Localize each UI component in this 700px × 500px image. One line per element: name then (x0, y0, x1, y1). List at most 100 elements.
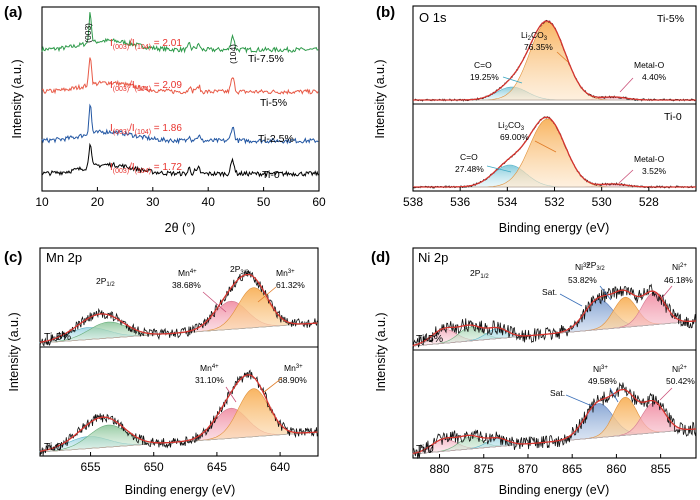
d-bot-raw-trace (412, 381, 697, 459)
c-xtick-label: 645 (207, 460, 227, 474)
panel-c-title: Mn 2p (46, 250, 82, 265)
panel-a-xlabel: 2θ (°) (165, 221, 196, 235)
c-top-raw-trace (39, 270, 318, 347)
b-xtick-label: 536 (450, 195, 470, 209)
d-top-ni3-percent: 53.82% (568, 275, 597, 285)
d-bot-sat: Sat. (550, 388, 565, 398)
a-xtick-label: 50 (257, 195, 271, 209)
c-top-mn3-label: Mn3+ (276, 268, 295, 278)
panel-b-sample-bottom: Ti-0 (664, 111, 682, 123)
c-bot-mn4-percent: 31.10% (195, 375, 224, 385)
c-bot-mn3-percent: 68.90% (278, 375, 307, 385)
d-bot-ni2-leader (659, 387, 673, 401)
ratio-label-0: I(003)/I(104) = 2.01 (110, 38, 182, 51)
series-label-ti-7-5: Ti-7.5% (248, 53, 284, 65)
b-top-fit-envelope (413, 20, 696, 101)
d-top-raw-trace (412, 283, 697, 353)
b-xtick-label: 534 (497, 195, 517, 209)
d-top-sat: Sat. (542, 287, 557, 297)
panel-c: (c) Mn 2p 655 650 645 640 Ti-5% Ti-0 2P1/2 … (4, 247, 319, 497)
d-top-ni3-leader (599, 285, 612, 301)
b-bot-mo-leader (618, 169, 634, 184)
d-bot-fit-envelope (412, 388, 696, 455)
panel-b-xlabel: Binding energy (eV) (499, 221, 609, 235)
b-top-co-percent: 19.25% (470, 72, 499, 82)
peak-label-003: (003) (83, 23, 93, 43)
panel-c-frame (39, 247, 319, 457)
b-top-mo-percent: 4.40% (642, 72, 667, 82)
series-trace-1 (41, 57, 319, 95)
ratio-label-3: I(003)/I(104) = 1.72 (110, 162, 182, 175)
c-top-mn3-percent: 61.32% (276, 280, 305, 290)
a-xtick-label: 20 (91, 195, 105, 209)
b-xtick-label: 528 (639, 195, 659, 209)
series-trace-2 (41, 103, 319, 145)
d-xtick-label: 865 (562, 462, 582, 476)
d-top-2p32: 2P3/2 (586, 260, 605, 272)
c-bot-mn3-leader (263, 377, 283, 393)
series-label-ti-2-5: Ti-2.5% (258, 133, 294, 145)
c-bot-fit-envelope (39, 374, 318, 452)
d-bot-ni2-label: Ni2+ (672, 364, 687, 374)
d-bot-ni3-label: Ni3+ (593, 364, 608, 374)
panel-d-sample-bottom: Ti-0 (416, 443, 434, 455)
c-bot-mn4-label: Mn4+ (200, 363, 219, 373)
d-top-sat-leader (559, 293, 583, 307)
c-top-mn4-label: Mn4+ (178, 268, 197, 278)
panel-d-title: Ni 2p (418, 250, 448, 265)
b-bot-co-leader (486, 165, 512, 173)
series-label-ti-0: Ti-0 (262, 169, 280, 181)
panel-a: (a) 10 20 30 40 50 60 (003) (104) I(003)/I(10… (4, 4, 326, 235)
peak-label-104: (104) (228, 44, 238, 64)
panel-a-ylabel: Intensity (a.u.) (10, 59, 24, 138)
b-top-li2co3-percent: 76.35% (524, 42, 553, 52)
b-top-co-leader (502, 76, 523, 84)
b-xtick-label: 532 (544, 195, 564, 209)
panel-d: (d) Ni 2p 880 875 870 865 860 855 Ti-5% Ti-0 … (371, 247, 697, 497)
d-bot-ni3-percent: 49.58% (588, 376, 617, 386)
ratio-label-2: I(003)/I(104) = 1.86 (110, 123, 182, 136)
d-top-ni2-leader (661, 285, 673, 299)
panel-c-sample-bottom: Ti-0 (44, 441, 62, 453)
panel-b-ylabel: Intensity (a.u.) (373, 59, 387, 138)
b-bot-li2co3-percent: 69.00% (500, 132, 529, 142)
a-xtick-label: 60 (312, 195, 326, 209)
b-xtick-label: 538 (403, 195, 423, 209)
d-top-ni2-label: Ni2+ (672, 262, 687, 272)
d-xtick-label: 855 (651, 462, 671, 476)
panel-c-label: (c) (4, 249, 22, 266)
d-top-ni3-label: Ni3+ (575, 262, 590, 272)
d-xtick-label: 875 (474, 462, 494, 476)
panel-d-ylabel: Intensity (a.u.) (374, 312, 388, 391)
c-top-mn4-percent: 38.68% (172, 280, 201, 290)
d-top-fit-envelope (412, 289, 696, 347)
b-top-mo-leader (619, 77, 634, 93)
panel-d-sample-top: Ti-5% (416, 333, 443, 345)
d-xtick-label: 860 (606, 462, 626, 476)
panel-d-frame (412, 247, 697, 459)
b-bot-co-percent: 27.48% (455, 164, 484, 174)
series-trace-0 (41, 12, 319, 54)
panel-d-label: (d) (371, 249, 390, 266)
b-bot-fit-envelope (413, 116, 696, 188)
panel-b-label: (b) (376, 4, 395, 21)
d-bot-sat-leader (565, 394, 593, 407)
b-top-mo-label: Metal-O (634, 60, 665, 70)
c-top-2p32: 2P3/2 (230, 264, 249, 276)
series-trace-3 (41, 142, 319, 178)
d-bot-ni2-percent: 50.42% (666, 376, 695, 386)
c-top-2p12: 2P1/2 (96, 276, 115, 288)
panel-b-title: O 1s (419, 10, 447, 25)
panel-b-sample-top: Ti-5% (657, 13, 684, 25)
panel-c-sample-top: Ti-5% (44, 331, 71, 343)
panel-a-frame (41, 6, 320, 192)
panel-a-label: (a) (4, 4, 22, 21)
b-top-li2co3-leader (556, 51, 569, 63)
b-bot-mo-label: Metal-O (634, 154, 665, 164)
c-xtick-label: 640 (270, 460, 290, 474)
c-xtick-label: 655 (81, 460, 101, 474)
c-top-mn3-leader (257, 286, 277, 303)
panel-b: (b) O 1s 538 536 534 532 530 528 Ti-5% Ti-0 L… (373, 4, 697, 235)
b-top-li2co3-label: Li2CO3 (521, 30, 548, 42)
c-xtick-label: 650 (144, 460, 164, 474)
